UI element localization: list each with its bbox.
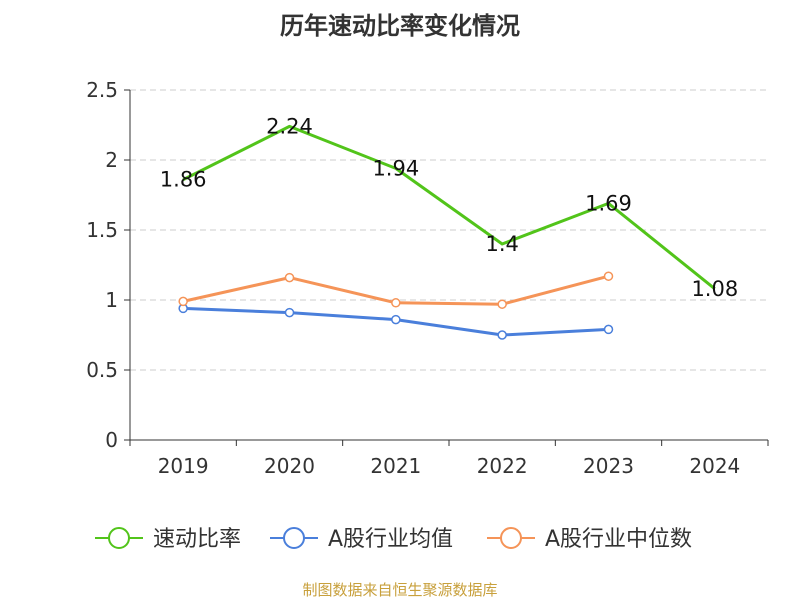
- data-point: [497, 330, 507, 340]
- legend-marker: [283, 527, 305, 549]
- data-point: [391, 314, 401, 325]
- x-tick-label: 2023: [583, 454, 634, 478]
- data-label: 2.24: [266, 114, 313, 138]
- x-tick-label: 2022: [477, 454, 528, 478]
- legend-item[interactable]: 速动比率: [95, 527, 241, 552]
- data-label: 1.08: [691, 277, 738, 301]
- data-point: [178, 296, 188, 307]
- x-tick-label: 2021: [370, 454, 421, 478]
- y-tick-label: 0.5: [86, 358, 118, 382]
- data-label: 1.69: [585, 191, 632, 215]
- legend-marker: [108, 527, 130, 549]
- data-label: 1.94: [372, 156, 419, 180]
- legend-label: A股行业均值: [328, 527, 453, 552]
- series-lines: [178, 124, 716, 340]
- data-point: [391, 298, 401, 308]
- legend-label: A股行业中位数: [545, 527, 692, 552]
- legend-item[interactable]: A股行业中位数: [487, 527, 692, 552]
- source-note: 制图数据来自恒生聚源数据库: [302, 581, 498, 599]
- legend-item[interactable]: A股行业均值: [270, 527, 453, 552]
- data-point: [497, 299, 507, 309]
- y-tick-label: 1.5: [86, 218, 118, 242]
- legend-marker: [500, 527, 522, 549]
- y-tick-label: 0: [105, 428, 118, 452]
- data-label: 1.86: [160, 168, 207, 192]
- legend-label: 速动比率: [153, 527, 241, 552]
- data-point: [284, 307, 295, 318]
- x-tick-label: 2020: [264, 454, 315, 478]
- chart-title: 历年速动比率变化情况: [280, 12, 520, 40]
- series-line-0: [182, 124, 716, 290]
- data-point: [284, 272, 295, 283]
- y-tick-label: 2: [105, 148, 118, 172]
- axes: 0 0.5 1 1.5 2 2.5 2019 2020 2021 2022 2023 2024: [86, 78, 769, 478]
- data-point: [603, 324, 614, 335]
- data-label: 1.4: [485, 232, 518, 256]
- data-labels: 1.86 2.24 1.94 1.4 1.69 1.08: [160, 114, 738, 300]
- data-point: [603, 271, 614, 281]
- y-tick-label: 2.5: [86, 78, 118, 102]
- x-tick-label: 2019: [158, 454, 209, 478]
- y-tick-label: 1: [105, 288, 118, 312]
- x-tick-label: 2024: [689, 454, 740, 478]
- legend[interactable]: 速动比率 A股行业均值 A股行业中位数: [95, 527, 692, 552]
- grid-lines: [130, 89, 768, 371]
